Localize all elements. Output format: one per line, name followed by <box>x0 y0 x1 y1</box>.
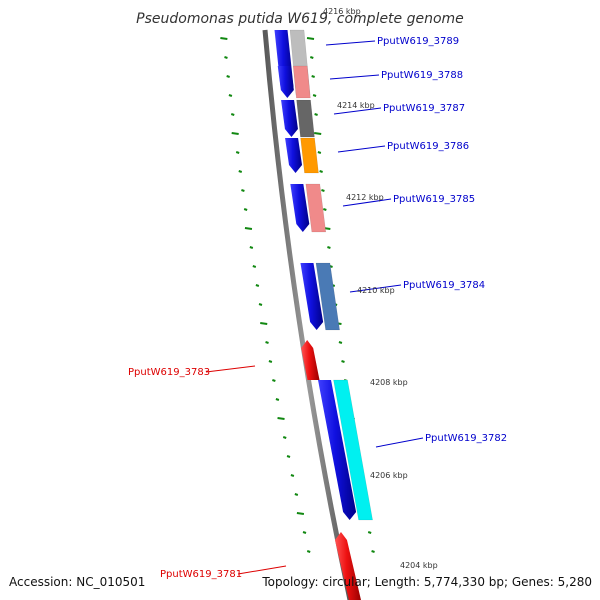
minor-tick <box>321 189 325 192</box>
minor-tick <box>249 246 254 249</box>
gene-label[interactable]: PputW619_3782 <box>425 433 507 444</box>
minor-tick <box>302 531 307 534</box>
major-tick <box>244 227 253 230</box>
gene-feature-pputw619_3782[interactable] <box>318 379 373 521</box>
accession-text: Accession: NC_010501 <box>9 575 145 589</box>
gene-feature-pputw619_3783[interactable] <box>301 340 320 380</box>
reverse-gene-arrow[interactable] <box>334 532 361 600</box>
gene-feature-pputw619_3788[interactable] <box>277 65 311 99</box>
minor-tick <box>327 246 331 249</box>
gene-label[interactable]: PputW619_3789 <box>377 36 459 47</box>
cog-category-bar <box>315 262 340 331</box>
major-tick <box>220 37 228 40</box>
minor-tick <box>290 474 295 477</box>
minor-tick <box>238 170 243 173</box>
gene-feature-pputw619_3786[interactable] <box>285 137 319 174</box>
label-leader-line <box>329 74 380 80</box>
kbp-scale-label: 4206 kbp <box>370 471 408 480</box>
minor-tick <box>241 189 245 192</box>
label-leader-line <box>375 437 424 448</box>
major-tick <box>277 417 285 420</box>
minor-tick <box>312 94 317 97</box>
minor-tick <box>243 208 248 211</box>
minor-tick <box>268 360 273 363</box>
label-leader-line <box>342 198 392 207</box>
minor-tick <box>367 531 372 534</box>
label-leader-line <box>205 365 256 373</box>
gene-label[interactable]: PputW619_3786 <box>387 141 469 152</box>
major-tick <box>260 322 268 325</box>
gene-feature-pputw619_3787[interactable] <box>281 99 315 138</box>
kbp-scale-label: 4216 kbp <box>323 7 361 16</box>
kbp-scale-label: 4210 kbp <box>357 286 395 295</box>
kbp-scale-labels: 4216 kbp 4214 kbp 4212 kbp 4210 kbp 4208 kbp… <box>323 7 438 570</box>
minor-tick <box>294 493 299 496</box>
major-tick <box>314 132 322 135</box>
cog-category-bar <box>300 137 319 174</box>
minor-tick <box>338 341 343 344</box>
minor-tick <box>371 550 375 553</box>
label-leader-line <box>333 107 382 115</box>
gene-feature-pputw619_3784[interactable] <box>300 262 340 331</box>
cog-category-bar <box>305 183 327 233</box>
label-leader-line <box>337 145 386 153</box>
label-leader-line <box>325 40 376 46</box>
gene-feature-pputw619_3785[interactable] <box>290 183 327 233</box>
gene-label[interactable]: PputW619_3781 <box>160 569 242 580</box>
major-tick <box>306 37 315 40</box>
gene-label[interactable]: PputW619_3783 <box>128 367 210 378</box>
forward-gene-arrow[interactable] <box>277 66 294 98</box>
minor-tick <box>230 113 235 116</box>
minor-tick <box>258 303 263 306</box>
label-leader-line <box>237 565 287 575</box>
forward-gene-arrow[interactable] <box>300 263 324 330</box>
forward-gene-arrow[interactable] <box>318 380 357 520</box>
minor-tick <box>314 113 318 116</box>
topology-text: Topology: circular; Length: 5,774,330 bp… <box>261 575 592 589</box>
minor-tick <box>286 455 291 458</box>
kbp-scale-label: 4208 kbp <box>370 378 408 387</box>
minor-tick <box>224 56 228 59</box>
major-tick <box>296 512 305 515</box>
gene-label[interactable]: PputW619_3784 <box>403 280 485 291</box>
minor-tick <box>275 398 280 401</box>
map-title: Pseudomonas putida W619, complete genome <box>136 11 464 27</box>
cog-category-bar <box>296 99 315 138</box>
minor-tick <box>311 75 315 78</box>
gene-features <box>274 29 373 600</box>
cog-category-bar <box>292 65 311 99</box>
kbp-scale-label: 4212 kbp <box>346 193 384 202</box>
minor-tick <box>306 550 311 553</box>
gene-feature-pputw619_3781[interactable] <box>334 532 361 600</box>
cog-category-bar <box>333 379 373 521</box>
minor-tick <box>228 94 233 97</box>
major-tick <box>231 132 239 135</box>
minor-tick <box>252 265 257 268</box>
minor-tick <box>255 284 260 287</box>
minor-tick <box>226 75 230 78</box>
forward-gene-arrow[interactable] <box>285 138 303 173</box>
minor-tick <box>341 360 345 363</box>
minor-tick <box>323 208 327 211</box>
reverse-gene-arrow[interactable] <box>301 340 320 380</box>
minor-tick <box>309 56 314 59</box>
minor-tick <box>319 170 323 173</box>
minor-tick <box>235 151 240 154</box>
label-leader-line <box>349 284 402 293</box>
genome-backbone <box>262 29 353 600</box>
minor-tick <box>317 151 322 154</box>
gene-labels: PputW619_3789 PputW619_3788 PputW619_3787 P… <box>128 36 507 580</box>
kbp-scale-label: 4204 kbp <box>400 561 438 570</box>
forward-gene-arrow[interactable] <box>281 100 298 137</box>
minor-tick <box>265 341 269 344</box>
forward-gene-arrow[interactable] <box>290 184 310 232</box>
kbp-scale-label: 4214 kbp <box>337 101 375 110</box>
minor-tick <box>272 379 276 382</box>
gene-label[interactable]: PputW619_3785 <box>393 194 475 205</box>
minor-tick <box>282 436 287 439</box>
gene-label[interactable]: PputW619_3787 <box>383 103 465 114</box>
gene-label[interactable]: PputW619_3788 <box>381 70 463 81</box>
